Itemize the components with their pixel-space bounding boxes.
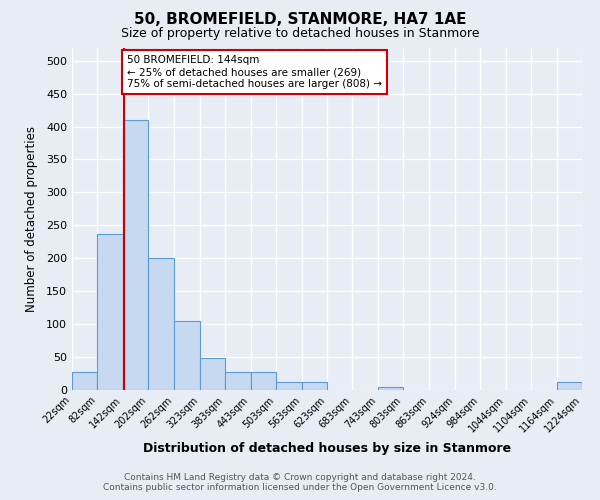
Bar <box>200 358 225 390</box>
Bar <box>225 372 251 390</box>
Bar <box>557 382 582 390</box>
Bar <box>378 386 403 390</box>
Text: 50, BROMEFIELD, STANMORE, HA7 1AE: 50, BROMEFIELD, STANMORE, HA7 1AE <box>134 12 466 28</box>
Bar <box>97 234 123 390</box>
Text: Size of property relative to detached houses in Stanmore: Size of property relative to detached ho… <box>121 28 479 40</box>
Bar <box>148 258 174 390</box>
Y-axis label: Number of detached properties: Number of detached properties <box>25 126 38 312</box>
Bar <box>123 120 148 390</box>
Bar <box>251 372 276 390</box>
Bar <box>72 372 97 390</box>
Text: Contains HM Land Registry data © Crown copyright and database right 2024.
Contai: Contains HM Land Registry data © Crown c… <box>103 473 497 492</box>
X-axis label: Distribution of detached houses by size in Stanmore: Distribution of detached houses by size … <box>143 442 511 456</box>
Bar <box>302 382 327 390</box>
Bar <box>276 382 302 390</box>
Bar <box>174 321 200 390</box>
Text: 50 BROMEFIELD: 144sqm
← 25% of detached houses are smaller (269)
75% of semi-det: 50 BROMEFIELD: 144sqm ← 25% of detached … <box>127 56 382 88</box>
